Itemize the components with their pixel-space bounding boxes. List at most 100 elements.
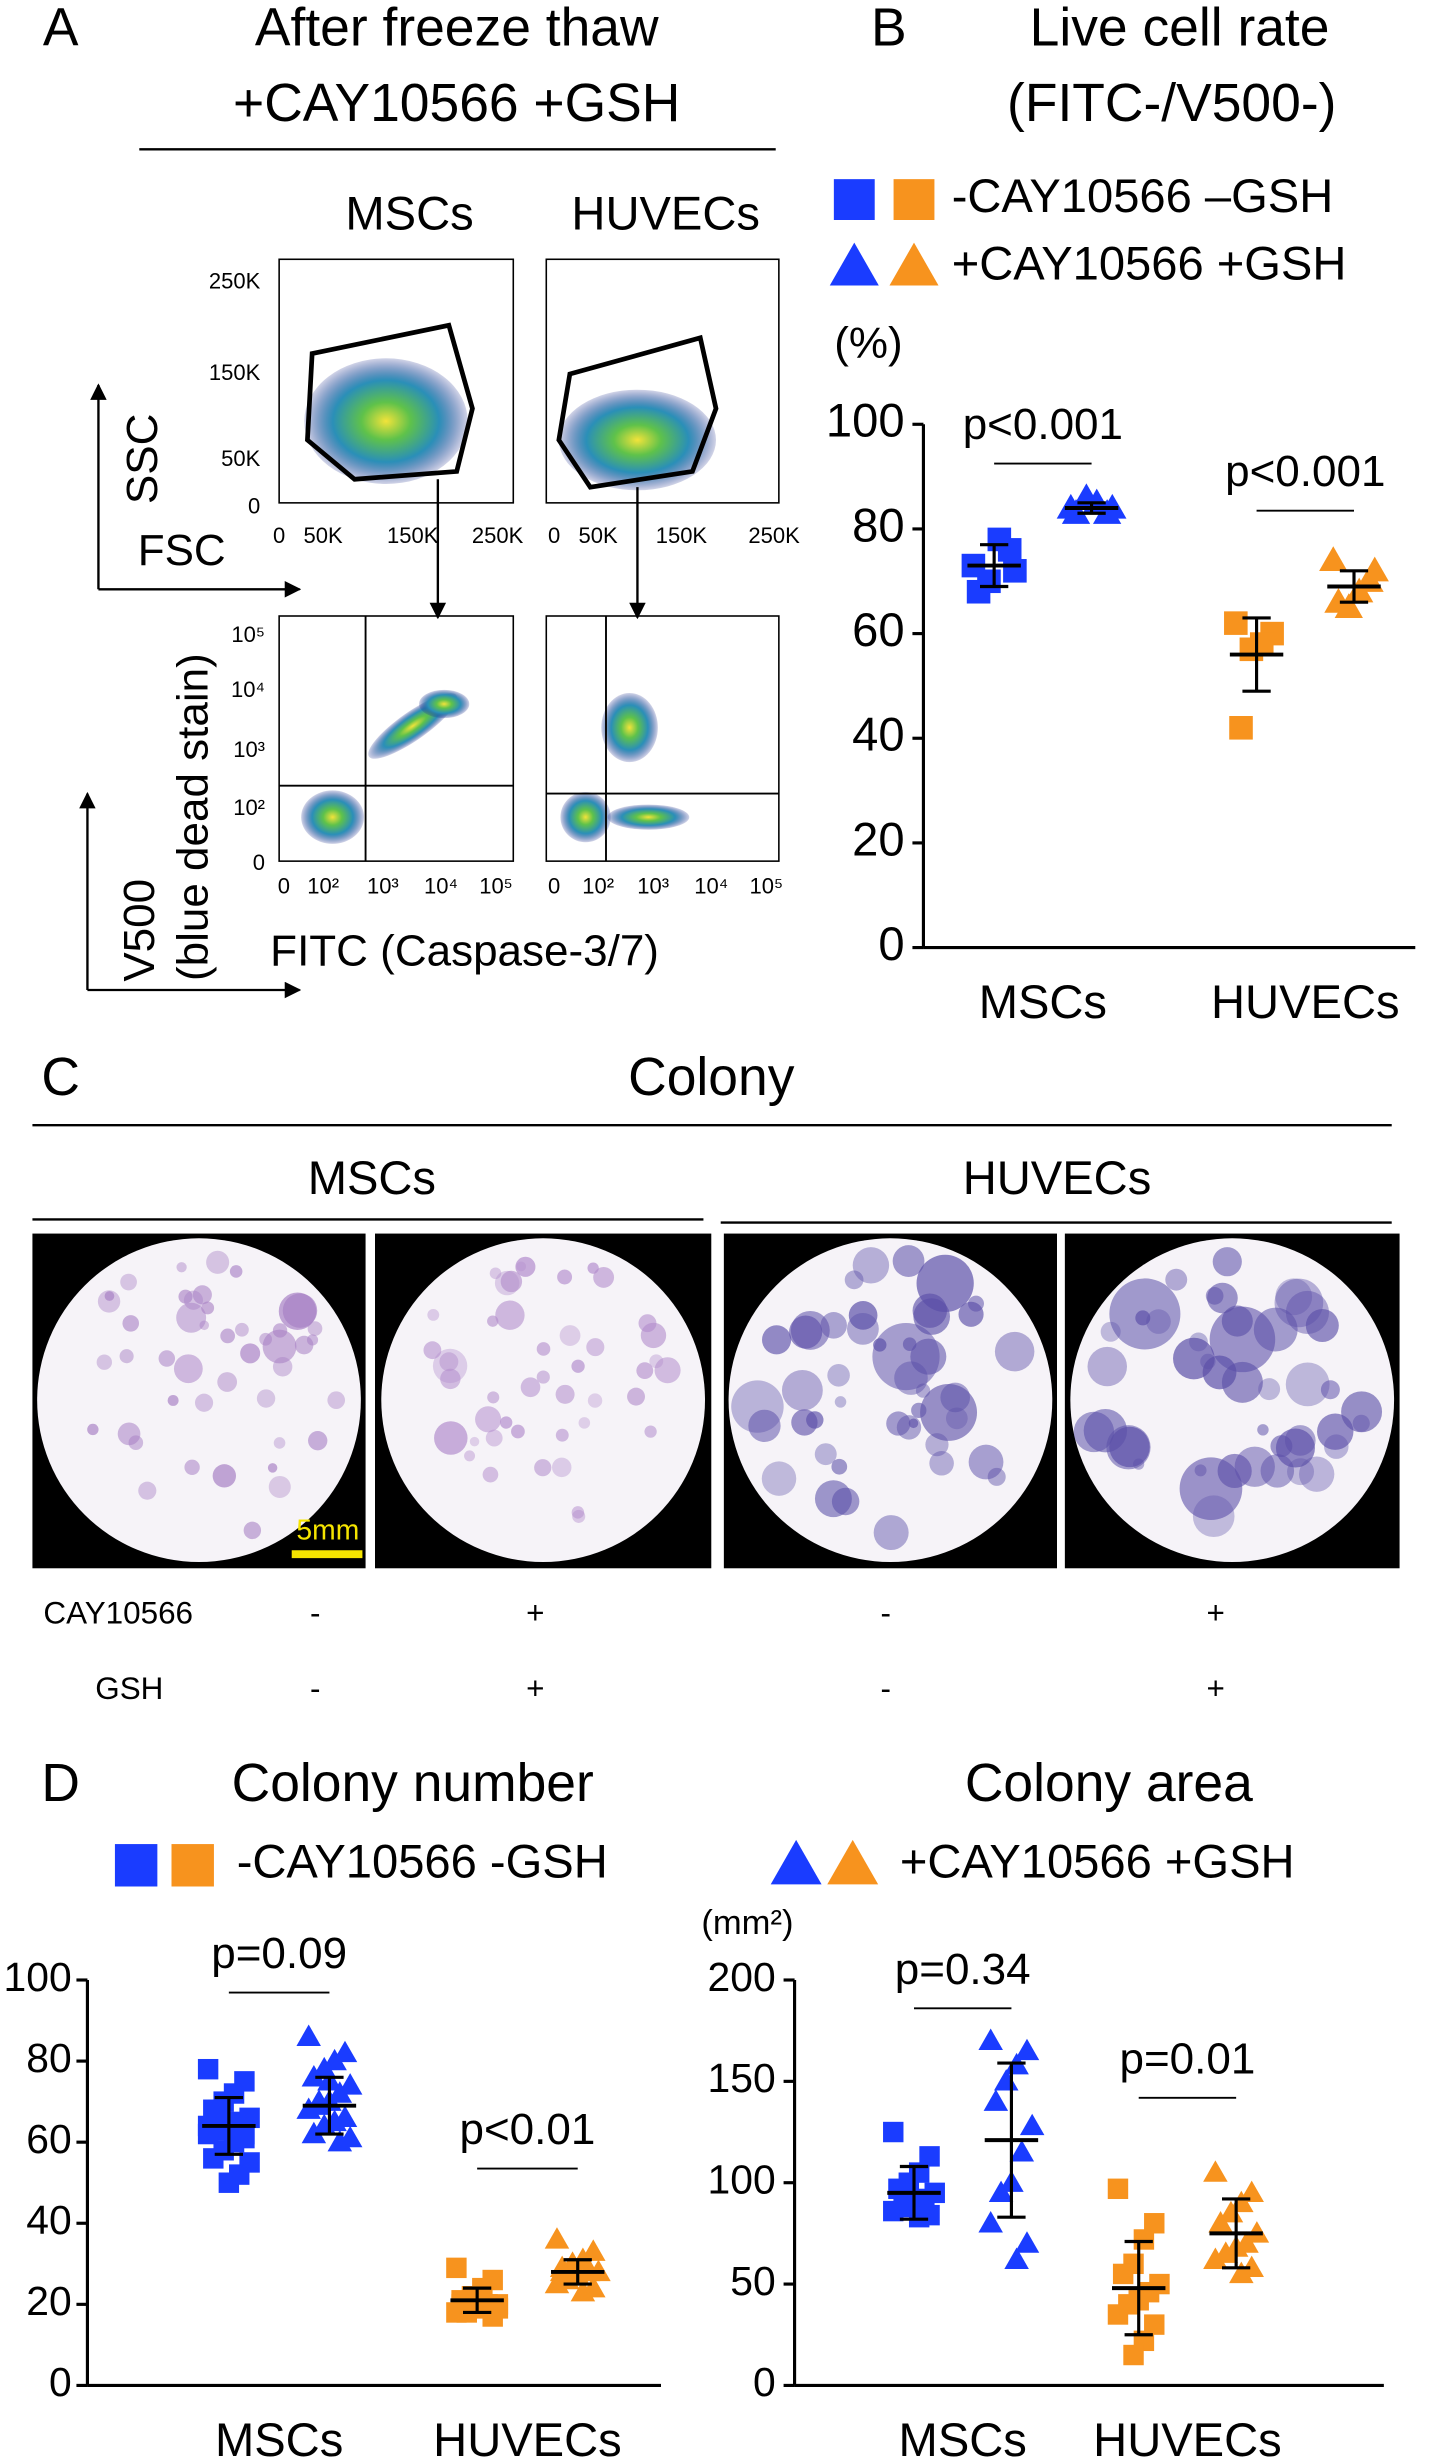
colony [427, 1308, 440, 1321]
colony [1217, 1453, 1252, 1489]
annotation: p=0.34 [895, 1945, 1031, 1994]
colony [1299, 1456, 1335, 1492]
density-cloud [601, 693, 658, 763]
colony [945, 1407, 968, 1430]
square-point [1144, 2213, 1165, 2234]
tick-label: 50K [579, 523, 618, 548]
colony [586, 1338, 605, 1357]
tick-label: 10⁴ [231, 677, 265, 702]
tick-label: 10⁵ [231, 622, 265, 647]
panel-label: A [43, 0, 79, 58]
tick-label: 0 [278, 874, 290, 899]
axis-label: (blue dead stain) [168, 653, 217, 981]
gate [305, 322, 475, 482]
colony [423, 1341, 442, 1360]
treatment-mark: + [1207, 1671, 1225, 1706]
density-cloud [558, 389, 716, 491]
colony [873, 1338, 887, 1352]
colony [268, 1475, 291, 1499]
colony [220, 1328, 236, 1344]
tick-label: 10³ [637, 874, 669, 899]
colony [434, 1421, 468, 1455]
panel-label: B [871, 0, 907, 58]
triangle-point [1004, 2247, 1029, 2269]
tick-label: 250K [209, 269, 261, 294]
colony [117, 1422, 141, 1446]
scale-bar-label: 5mm [296, 1514, 359, 1546]
colony [910, 1338, 947, 1375]
y-tick-label: 0 [753, 2359, 776, 2405]
colony [178, 1289, 193, 1304]
triangle-point [1208, 2211, 1233, 2233]
colony [1253, 1307, 1298, 1352]
group-title: HUVECs [963, 1151, 1152, 1204]
square-point [218, 2172, 240, 2193]
square-point [1003, 559, 1027, 583]
colony [536, 1370, 550, 1384]
y-tick-label: 0 [878, 917, 904, 970]
colony [122, 1315, 140, 1332]
colony [896, 1415, 922, 1440]
colony [1285, 1362, 1330, 1407]
square-point [1107, 2178, 1129, 2200]
colony [627, 1387, 645, 1406]
tick-label: 10⁵ [479, 874, 513, 899]
colony [559, 1325, 581, 1346]
colony [267, 1463, 278, 1473]
colony [495, 1300, 525, 1330]
x-tick-label: MSCs [899, 2413, 1027, 2464]
colony [968, 1444, 1004, 1480]
colony [259, 1332, 273, 1346]
tick-label: 0 [253, 850, 265, 875]
legend-marker [770, 1839, 822, 1885]
square-point [446, 2257, 467, 2279]
colony [748, 1409, 781, 1443]
colony [1257, 1424, 1269, 1436]
colony [176, 1302, 207, 1333]
square-point [1144, 2314, 1165, 2335]
colony [138, 1481, 157, 1500]
colony [199, 1320, 210, 1331]
treatment-mark: + [526, 1596, 544, 1631]
annotation: p<0.001 [963, 400, 1123, 449]
triangle-point [296, 2024, 321, 2046]
group-title: MSCs [308, 1151, 436, 1204]
colony [128, 1435, 144, 1450]
treatment-mark: - [880, 1596, 890, 1631]
colony [1258, 1378, 1281, 1401]
dish [381, 1238, 705, 1562]
colony [307, 1321, 323, 1336]
colony [212, 1464, 237, 1488]
square-point [1123, 2344, 1144, 2366]
y-tick-label: 100 [826, 394, 905, 447]
tick-label: 10² [307, 874, 339, 899]
dish [37, 1238, 361, 1562]
colony [886, 1411, 911, 1436]
colony [534, 1459, 552, 1477]
colony [1320, 1380, 1340, 1400]
panel-label: C [41, 1048, 80, 1107]
colony [487, 1315, 499, 1327]
square-point [1112, 2263, 1134, 2285]
colony [440, 1368, 461, 1390]
tick-label: 10³ [367, 874, 399, 899]
colony [256, 1389, 276, 1408]
colony [593, 1266, 615, 1288]
colony [1192, 1495, 1235, 1538]
colony [176, 1262, 187, 1273]
panel-title: Colony [628, 1048, 795, 1107]
colony [552, 1457, 572, 1478]
x-tick-label: HUVECs [433, 2413, 622, 2464]
legend-label: +CAY10566 +GSH [900, 1835, 1295, 1888]
colony [489, 1267, 502, 1280]
colony [1200, 1353, 1216, 1370]
colony [1073, 1411, 1115, 1453]
treatment-mark: + [526, 1671, 544, 1706]
colony [848, 1301, 878, 1330]
chart-title: Colony number [232, 1754, 594, 1813]
y-tick-label: 40 [852, 708, 904, 761]
colony [1284, 1425, 1316, 1456]
x-tick-label: MSCs [979, 975, 1107, 1028]
colony [183, 1290, 204, 1310]
colony [846, 1312, 879, 1345]
